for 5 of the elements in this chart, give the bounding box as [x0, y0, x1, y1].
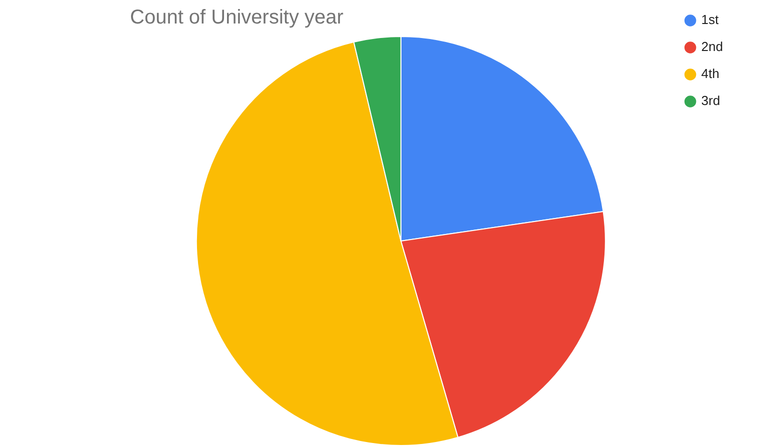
legend-label: 3rd: [701, 93, 720, 108]
legend-label: 1st: [701, 12, 720, 28]
chart-title: Count of University year: [130, 6, 344, 29]
legend-label: 4th: [701, 66, 720, 82]
legend-label: 2nd: [701, 39, 724, 54]
